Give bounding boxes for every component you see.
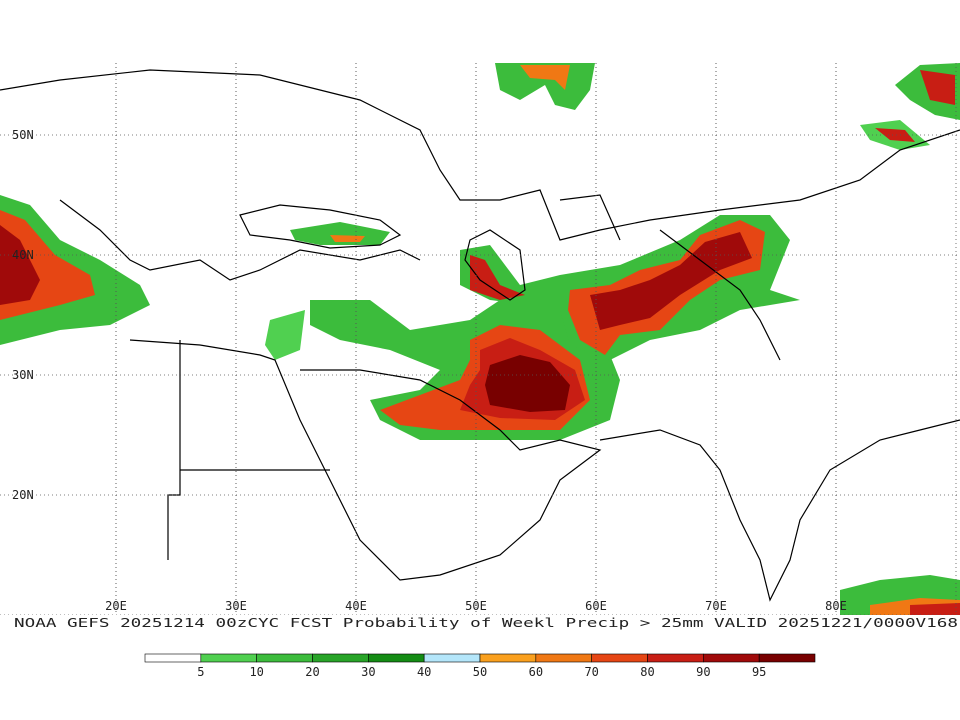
colorbar-swatch xyxy=(703,653,760,663)
lat-label: 30N xyxy=(12,368,34,382)
colorbar-label: 40 xyxy=(417,665,431,679)
colorbar-label: 80 xyxy=(640,665,654,679)
colorbar-label: 70 xyxy=(584,665,598,679)
colorbar-swatch xyxy=(647,653,704,663)
colorbar-label: 90 xyxy=(696,665,710,679)
map: 50N 40N 30N 20N 20E 30E 40E 50E 60E 70E 80E xyxy=(0,63,960,615)
colorbar-label: 50 xyxy=(473,665,487,679)
lon-label: 30E xyxy=(225,599,247,613)
caption: NOAA GEFS 20251214 00zCYC FCST Probabili… xyxy=(14,616,958,630)
colorbar-label: 5 xyxy=(197,665,204,679)
lon-label: 80E xyxy=(825,599,847,613)
colorbar-swatch xyxy=(200,653,257,663)
lon-label: 20E xyxy=(105,599,127,613)
graticule: 50N 40N 30N 20N 20E 30E 40E 50E 60E 70E 80E xyxy=(0,63,960,615)
colorbar-label: 10 xyxy=(249,665,263,679)
lat-label: 50N xyxy=(12,128,34,142)
colorbar-swatch xyxy=(758,653,816,663)
lon-label: 70E xyxy=(705,599,727,613)
coastlines xyxy=(0,69,960,602)
colorbar-label: 20 xyxy=(305,665,319,679)
colorbar-swatch xyxy=(591,653,648,663)
lon-label: 40E xyxy=(345,599,367,613)
colorbar-swatch xyxy=(368,653,425,663)
lat-label: 20N xyxy=(12,488,34,502)
colorbar-label: 30 xyxy=(361,665,375,679)
lon-label: 60E xyxy=(585,599,607,613)
colorbar-swatch xyxy=(144,653,202,663)
colorbar-swatch xyxy=(479,653,537,663)
precip-field xyxy=(0,63,960,615)
colorbar-swatch xyxy=(312,653,369,663)
colorbar-swatch xyxy=(423,653,481,663)
colorbar-label: 95 xyxy=(752,665,766,679)
colorbar-label: 60 xyxy=(529,665,543,679)
colorbar-swatch xyxy=(535,653,592,663)
colorbar-swatch xyxy=(256,653,313,663)
lon-label: 50E xyxy=(465,599,487,613)
lat-label: 40N xyxy=(12,248,34,262)
